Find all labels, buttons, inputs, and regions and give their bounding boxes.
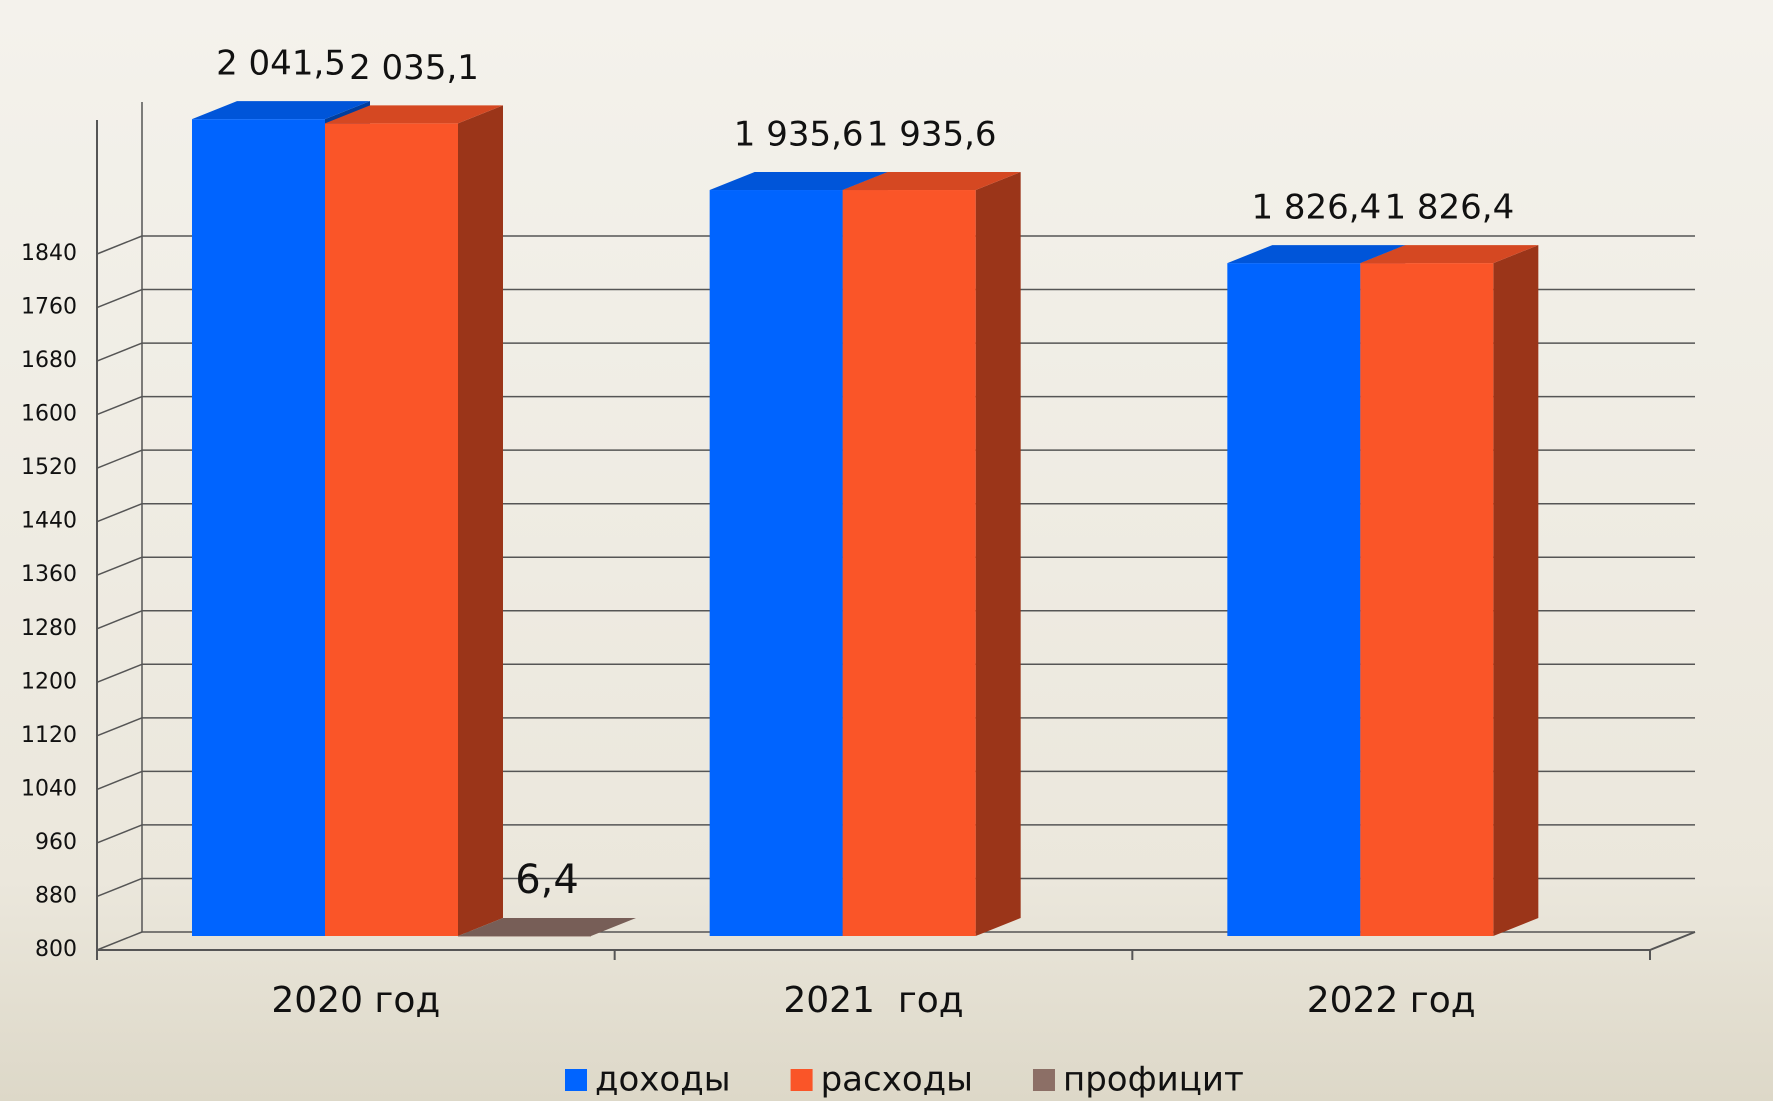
legend-label: расходы [821, 1060, 973, 1100]
value-label: 1 826,4 [1251, 188, 1381, 228]
y-tick-label: 1280 [21, 616, 77, 641]
legend-label: доходы [595, 1060, 731, 1100]
grid-line [96, 610, 143, 630]
bar [709, 190, 843, 936]
bar-side [975, 172, 1021, 936]
grid-line [96, 556, 143, 576]
value-label: 2 035,1 [349, 48, 479, 88]
x-tick-label: 2021 год [783, 980, 963, 1021]
legend-label: профицит [1063, 1060, 1244, 1100]
y-tick-label: 1360 [21, 562, 77, 587]
grid-line [96, 931, 143, 951]
grid-line [96, 502, 143, 523]
bar-side [458, 105, 503, 936]
grid-line [96, 288, 143, 309]
grid-line [96, 877, 143, 898]
grid-line [96, 770, 143, 791]
bar-top [842, 172, 1021, 191]
y-tick-label: 1040 [21, 776, 77, 801]
y-tick-label: 1520 [21, 455, 77, 480]
y-tick-label: 1200 [21, 669, 77, 694]
bar [1360, 263, 1494, 936]
grid-line [96, 449, 143, 469]
value-label: 1 826,4 [1384, 188, 1514, 228]
legend-swatch [565, 1069, 587, 1091]
y-tick-label: 1440 [21, 509, 77, 534]
bar-side [1493, 245, 1539, 936]
value-label: 6,4 [515, 857, 579, 903]
bar [842, 190, 976, 936]
y-tick-label: 880 [35, 883, 77, 908]
x-tick-label: 2022 год [1307, 980, 1476, 1021]
y-tick-label: 1600 [21, 402, 77, 427]
bar-top [192, 101, 370, 120]
grid-line [96, 663, 143, 684]
bar-top [1227, 245, 1406, 264]
legend-swatch [1032, 1069, 1055, 1091]
y-tick-label: 800 [35, 937, 77, 962]
y-tick-label: 1840 [21, 241, 77, 266]
y-tick-label: 1680 [21, 348, 77, 373]
y-tick-label: 1120 [21, 723, 77, 748]
bar [325, 123, 458, 936]
y-tick-label: 960 [35, 830, 77, 855]
value-label: 1 935,6 [734, 115, 864, 155]
bar [1227, 263, 1361, 936]
grid-line [96, 235, 143, 255]
bar-top [325, 105, 503, 124]
bar [192, 119, 325, 936]
grid-line [96, 395, 143, 416]
value-label: 1 935,6 [867, 115, 997, 155]
bar-top [458, 918, 636, 936]
value-label: 2 041,5 [216, 44, 346, 84]
bar-top [1360, 245, 1539, 264]
legend-swatch [790, 1069, 813, 1091]
grid-line [96, 824, 143, 844]
bar [458, 936, 591, 937]
bar-top [709, 172, 888, 191]
x-tick-label: 2020 год [271, 980, 440, 1021]
y-tick-label: 1760 [21, 295, 77, 320]
grid-line [96, 342, 143, 362]
grid-line [96, 717, 143, 737]
